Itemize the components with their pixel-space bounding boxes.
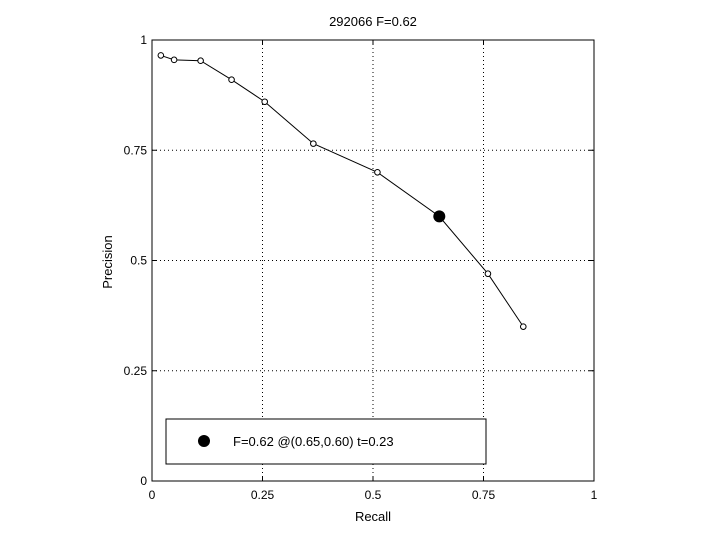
x-axis-label: Recall: [355, 509, 391, 524]
data-series: [157, 52, 527, 330]
chart-title: 292066 F=0.62: [329, 14, 417, 29]
data-point: [519, 323, 527, 330]
y-axis-label: Precision: [100, 235, 115, 288]
x-tick-label: 0.5: [365, 488, 382, 502]
data-point: [197, 57, 204, 65]
x-tick-label: 0.75: [472, 488, 496, 502]
data-point: [170, 56, 178, 64]
y-tick-label: 0.25: [124, 364, 148, 378]
x-tick-label: 0.25: [251, 488, 275, 502]
legend-marker: [198, 435, 210, 447]
legend-label: F=0.62 @(0.65,0.60) t=0.23: [233, 434, 394, 449]
y-tick-label: 0: [140, 474, 147, 488]
legend: F=0.62 @(0.65,0.60) t=0.23: [165, 418, 487, 465]
data-point: [374, 169, 381, 176]
data-point: [157, 52, 165, 59]
legend-box: [165, 418, 487, 465]
data-point: [484, 270, 492, 278]
highlight-point: [433, 210, 446, 223]
y-tick-label: 0.5: [130, 254, 147, 268]
y-tick-label: 1: [140, 33, 147, 47]
axis-ticks: 0 0.25 0.5 0.75 1 0 0.25 0.5 0.75 1: [124, 33, 598, 502]
y-tick-label: 0.75: [124, 143, 148, 157]
grid-lines: [152, 40, 594, 481]
data-point: [261, 98, 269, 106]
data-point: [310, 140, 317, 147]
x-tick-label: 0: [149, 488, 156, 502]
data-point: [228, 76, 235, 83]
x-tick-label: 1: [591, 488, 598, 502]
series-line: [160, 54, 524, 327]
